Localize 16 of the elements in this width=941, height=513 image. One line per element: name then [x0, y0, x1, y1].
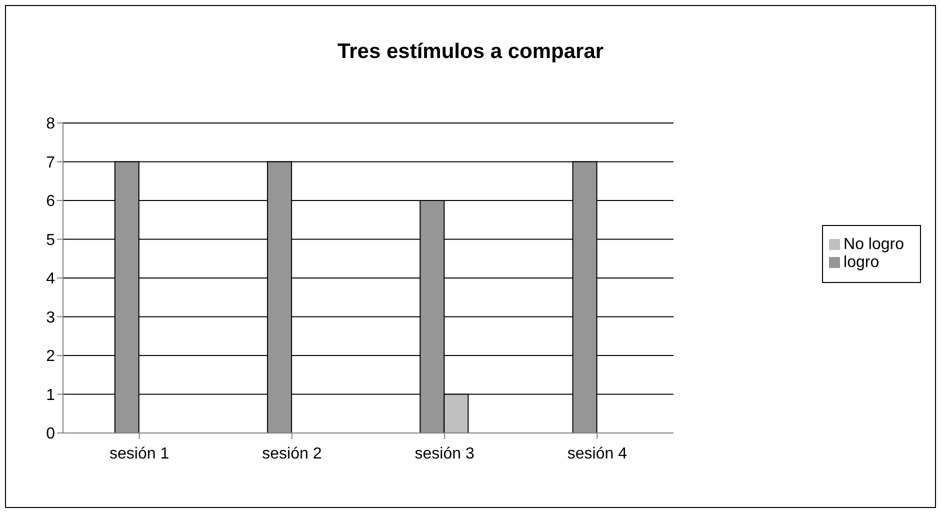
- y-tick-label: 2: [46, 348, 56, 366]
- x-tick-label: sesión 4: [567, 445, 628, 462]
- legend-label: No logro: [844, 236, 904, 252]
- legend-label: logro: [844, 254, 880, 270]
- x-tick-label: sesión 2: [262, 445, 322, 462]
- x-tick-label: sesión 1: [110, 445, 170, 462]
- y-tick-label: 1: [46, 386, 56, 404]
- y-tick-label: 7: [46, 154, 56, 172]
- chart-title: Tres estímulos a comparar: [336, 40, 605, 64]
- y-tick-label: 3: [46, 309, 56, 326]
- y-tick-label: 6: [46, 193, 56, 210]
- x-tick-label: sesión 3: [414, 445, 474, 462]
- y-tick-label: 8: [46, 116, 56, 133]
- y-tick-label: 5: [46, 232, 56, 249]
- y-tick-label: 4: [46, 270, 56, 288]
- y-tick-label: 0: [46, 426, 56, 443]
